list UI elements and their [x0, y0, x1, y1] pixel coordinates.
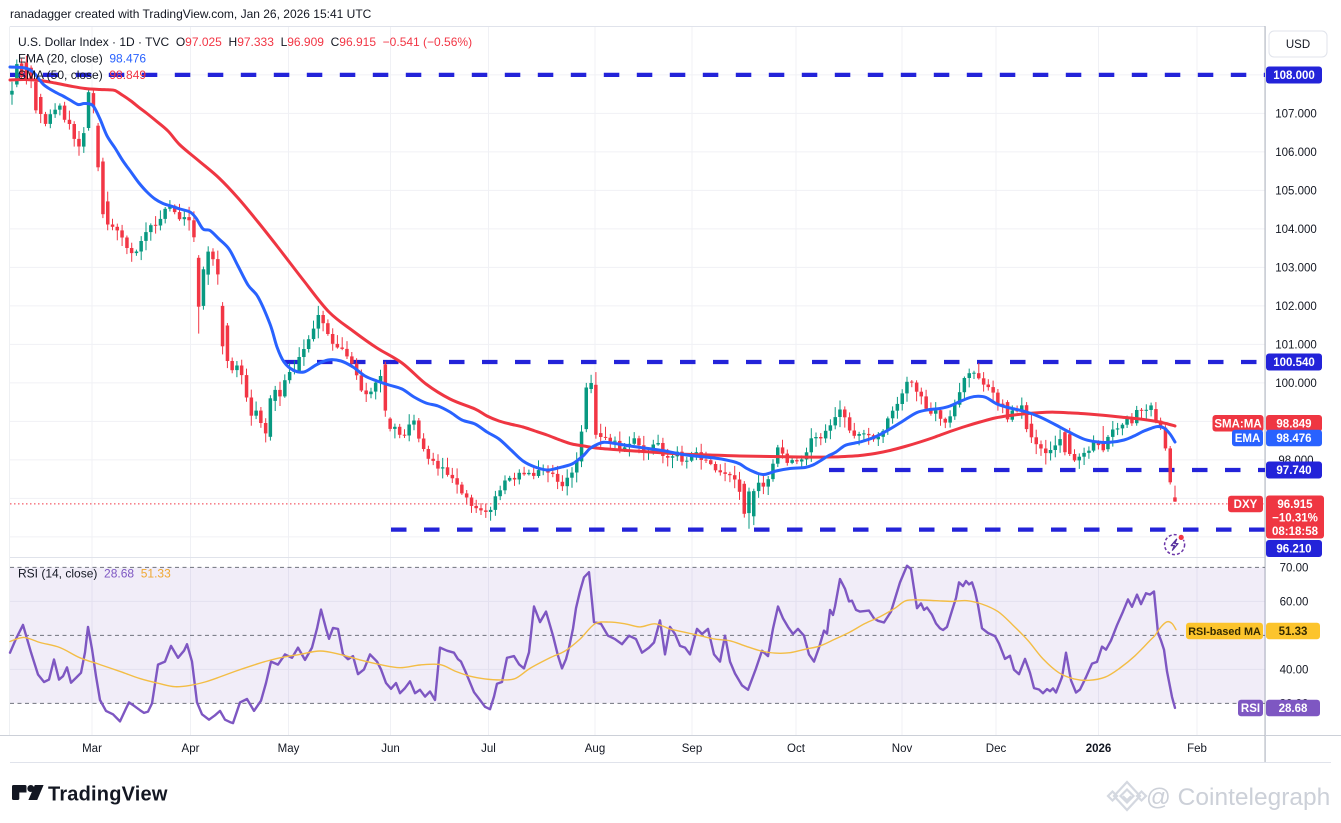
- svg-text:2026: 2026: [1086, 743, 1112, 755]
- svg-text:108.000: 108.000: [1273, 70, 1315, 82]
- svg-text:60.00: 60.00: [1280, 596, 1309, 608]
- svg-text:40.00: 40.00: [1280, 664, 1309, 676]
- svg-text:−10.31%: −10.31%: [1272, 513, 1318, 525]
- svg-text:Mar: Mar: [82, 743, 102, 755]
- svg-text:105.000: 105.000: [1275, 185, 1317, 197]
- svg-text:Sep: Sep: [682, 743, 702, 755]
- svg-text:100.000: 100.000: [1275, 378, 1317, 390]
- svg-text:RSI-based MA: RSI-based MA: [1188, 626, 1261, 638]
- svg-text:EMA (20, close) 98.476: EMA (20, close) 98.476: [18, 52, 146, 66]
- svg-text:96.210: 96.210: [1276, 544, 1311, 556]
- svg-text:103.000: 103.000: [1275, 262, 1317, 274]
- svg-text:Apr: Apr: [182, 743, 200, 755]
- svg-text:51.33: 51.33: [1279, 626, 1308, 638]
- svg-text:Dec: Dec: [986, 743, 1007, 755]
- svg-text:28.68: 28.68: [1279, 703, 1308, 715]
- svg-text:100.540: 100.540: [1273, 357, 1315, 369]
- svg-text:USD: USD: [1286, 39, 1310, 51]
- svg-text:RSI: RSI: [1241, 703, 1260, 715]
- svg-text:Jun: Jun: [381, 743, 400, 755]
- svg-text:104.000: 104.000: [1275, 224, 1317, 236]
- svg-text:Oct: Oct: [787, 743, 806, 755]
- svg-text:106.000: 106.000: [1275, 147, 1317, 159]
- svg-text:101.000: 101.000: [1275, 339, 1317, 351]
- svg-text:97.740: 97.740: [1276, 465, 1311, 477]
- svg-text:98.849: 98.849: [1276, 418, 1311, 430]
- svg-text:Aug: Aug: [585, 743, 605, 755]
- svg-text:Jul: Jul: [481, 743, 496, 755]
- svg-text:96.915: 96.915: [1277, 499, 1313, 511]
- svg-text:102.000: 102.000: [1275, 301, 1317, 313]
- svg-text:SMA (50, close) 98.849: SMA (50, close) 98.849: [18, 68, 146, 82]
- svg-text:08:18:58: 08:18:58: [1272, 526, 1319, 538]
- svg-text:TradingView: TradingView: [48, 784, 168, 806]
- svg-text:Nov: Nov: [892, 743, 913, 755]
- svg-text:Feb: Feb: [1187, 743, 1207, 755]
- svg-text:U.S. Dollar Index · 1D · TVC: U.S. Dollar Index · 1D · TVC O97.025 H97…: [18, 35, 472, 49]
- svg-text:May: May: [278, 743, 300, 755]
- svg-text:@ Cointelegraph: @ Cointelegraph: [1146, 784, 1330, 811]
- svg-text:ranadagger created with Tradin: ranadagger created with TradingView.com,…: [10, 7, 372, 21]
- svg-text:RSI (14, close) 28.68 51.33: RSI (14, close) 28.68 51.33: [18, 567, 171, 581]
- svg-text:70.00: 70.00: [1280, 562, 1309, 574]
- svg-text:98.476: 98.476: [1276, 433, 1311, 445]
- svg-text:EMA: EMA: [1235, 433, 1261, 445]
- svg-text:SMA:MA: SMA:MA: [1214, 418, 1261, 430]
- svg-text:107.000: 107.000: [1275, 108, 1317, 120]
- svg-text:DXY: DXY: [1234, 499, 1258, 511]
